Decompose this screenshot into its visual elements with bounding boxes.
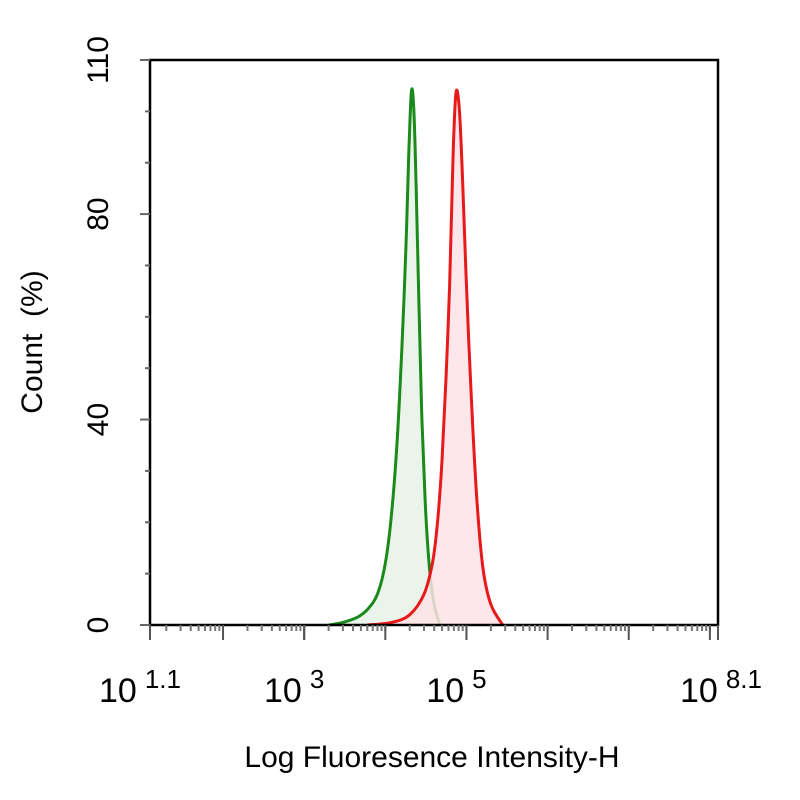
x-tick-label: 10 8.1 <box>680 664 762 710</box>
x-tick-label: 10 3 <box>264 664 324 710</box>
series-area-1 <box>328 88 440 626</box>
y-tick-label: 80 <box>82 197 115 230</box>
y-tick-label: 0 <box>82 617 115 634</box>
series-line-1 <box>328 87 442 627</box>
x-tick-label: 10 5 <box>426 664 486 710</box>
series-line-2 <box>367 88 505 627</box>
series-area-2 <box>367 90 503 625</box>
x-axis-label: Log Fluoresence Intensity-H <box>244 741 619 774</box>
x-axis: 10 1.1 10 3 10 5 10 8.1 <box>99 625 762 710</box>
series-layer <box>328 87 505 627</box>
y-axis-label: Count (%) <box>16 270 49 413</box>
plot-frame <box>148 58 720 627</box>
y-tick-label: 40 <box>82 403 115 436</box>
y-tick-label: 110 <box>82 36 115 84</box>
x-tick-label: 10 1.1 <box>99 664 181 710</box>
y-axis: 0 40 80 110 <box>82 36 150 633</box>
